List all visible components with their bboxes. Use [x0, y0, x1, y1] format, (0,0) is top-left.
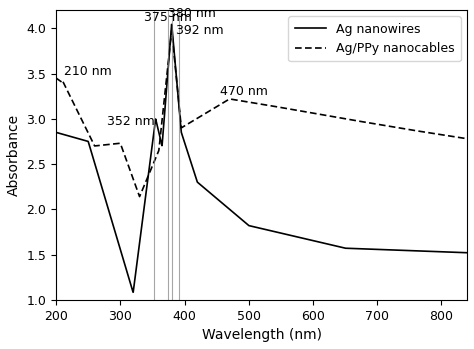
- Ag nanowires: [254, 225, 259, 229]
- Ag nanowires: [130, 290, 136, 294]
- Text: 352 nm: 352 nm: [108, 115, 155, 128]
- Ag nanowires: [453, 250, 458, 254]
- Text: 210 nm: 210 nm: [64, 65, 112, 79]
- Line: Ag/PPy nanocables: Ag/PPy nanocables: [56, 31, 467, 196]
- Text: 375 nm: 375 nm: [144, 11, 192, 24]
- Text: 470 nm: 470 nm: [220, 85, 268, 98]
- Line: Ag nanowires: Ag nanowires: [56, 24, 467, 292]
- Ag/PPy nanocables: [377, 122, 383, 127]
- Ag/PPy nanocables: [243, 99, 248, 104]
- X-axis label: Wavelength (nm): Wavelength (nm): [201, 328, 321, 342]
- Ag/PPy nanocables: [464, 136, 470, 141]
- Ag nanowires: [169, 22, 174, 27]
- Y-axis label: Absorbance: Absorbance: [7, 114, 21, 196]
- Ag/PPy nanocables: [137, 194, 142, 199]
- Text: 392 nm: 392 nm: [175, 24, 223, 37]
- Ag nanowires: [464, 251, 470, 255]
- Ag/PPy nanocables: [453, 135, 458, 139]
- Ag nanowires: [74, 136, 80, 140]
- Legend: Ag nanowires, Ag/PPy nanocables: Ag nanowires, Ag/PPy nanocables: [289, 16, 461, 61]
- Ag/PPy nanocables: [53, 76, 59, 80]
- Ag nanowires: [243, 221, 248, 225]
- Ag/PPy nanocables: [453, 135, 458, 139]
- Ag/PPy nanocables: [169, 29, 174, 33]
- Ag/PPy nanocables: [74, 108, 80, 112]
- Ag nanowires: [53, 130, 59, 134]
- Text: 380 nm: 380 nm: [168, 7, 216, 21]
- Ag nanowires: [377, 247, 383, 252]
- Ag nanowires: [453, 250, 458, 254]
- Ag/PPy nanocables: [254, 101, 259, 105]
